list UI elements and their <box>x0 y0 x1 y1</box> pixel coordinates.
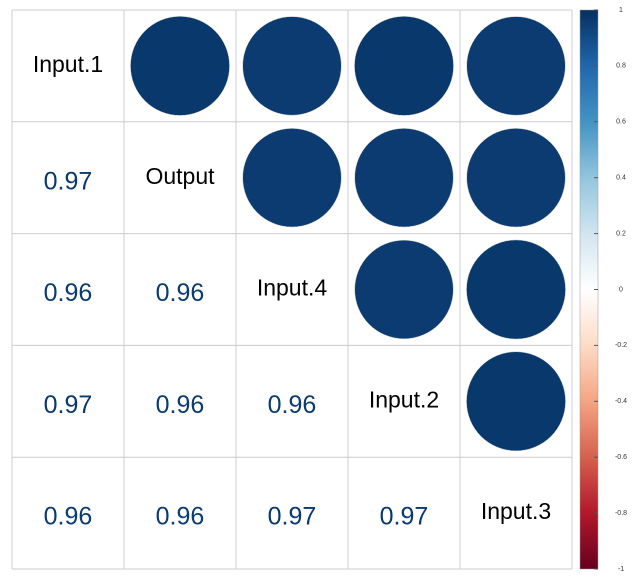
corr-circle <box>354 239 454 340</box>
colorbar-tick-label: 0.8 <box>616 63 626 70</box>
corr-circle <box>466 128 566 228</box>
colorbar-tick-label: -1 <box>618 566 624 573</box>
corr-circle <box>354 128 454 228</box>
corr-value: 0.97 <box>268 503 317 531</box>
corr-value: 0.96 <box>44 279 93 307</box>
variable-label: Input.2 <box>369 386 439 412</box>
variable-label: Input.1 <box>33 51 103 77</box>
corr-value: 0.97 <box>380 503 429 531</box>
colorbar-tick-label: 0 <box>619 286 623 293</box>
colorbar-tick-label: -0.4 <box>615 398 627 405</box>
corr-circle <box>130 16 230 116</box>
colorbar-tick-label: 1 <box>619 7 623 14</box>
variable-label: Input.4 <box>257 275 328 301</box>
corr-circle <box>354 16 454 116</box>
corr-circle <box>242 128 342 228</box>
corr-circle <box>466 16 566 116</box>
corr-circle <box>466 239 566 340</box>
colorbar-tick-label: 0.4 <box>616 175 626 182</box>
colorbar-tick-label: -0.8 <box>615 510 627 517</box>
corr-circle <box>466 351 566 452</box>
corr-value: 0.96 <box>156 391 205 419</box>
corr-value: 0.96 <box>156 279 205 307</box>
colorbar-tick-label: 0.6 <box>616 119 626 126</box>
corr-circle <box>242 16 342 116</box>
corr-value: 0.97 <box>44 391 93 419</box>
corr-value: 0.96 <box>156 503 205 531</box>
variable-label: Input.3 <box>481 498 551 524</box>
corr-value: 0.96 <box>268 391 317 419</box>
corr-value: 0.96 <box>44 503 93 531</box>
corr-value: 0.97 <box>44 167 93 195</box>
variable-label: Output <box>145 163 215 189</box>
colorbar-tick-label: -0.2 <box>615 342 627 349</box>
colorbar-tick-label: -0.6 <box>615 454 627 461</box>
colorbar-tick-label: 0.2 <box>616 230 626 237</box>
